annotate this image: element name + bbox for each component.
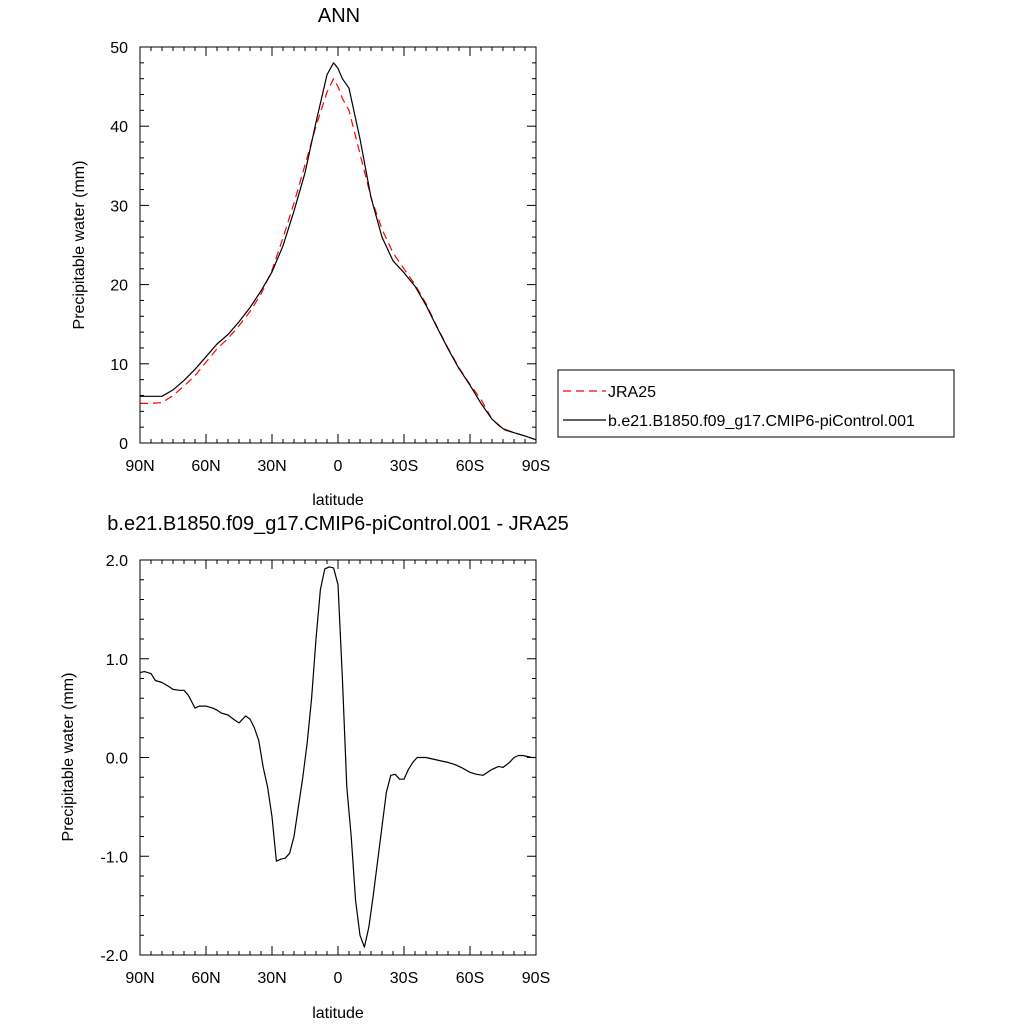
top-chart-y-tick-label: 20	[110, 278, 128, 295]
bottom-chart-x-tick-label: 0	[334, 970, 343, 987]
bottom-chart-y-axis-label: Precipitable water (mm)	[60, 673, 77, 842]
top-chart-y-tick-label: 0	[119, 436, 128, 453]
bottom-chart-x-tick-label: 30S	[390, 970, 418, 987]
top-chart-panel: ANN Precipitable water (mm) latitude 90N…	[71, 5, 550, 509]
bottom-chart-title: b.e21.B1850.f09_g17.CMIP6-piControl.001 …	[107, 513, 568, 535]
top-chart-x-tick-label: 60S	[456, 458, 484, 475]
top-chart-x-tick-label: 0	[334, 458, 343, 475]
legend-box	[557, 369, 955, 438]
top-chart-x-tick-label: 60N	[191, 458, 220, 475]
bottom-chart-plot-frame	[139, 559, 537, 956]
top-chart-series-line-0	[140, 78, 537, 441]
bottom-chart-y-tick-label: 1.0	[106, 652, 128, 669]
legend-model-label: b.e21.B1850.f09_g17.CMIP6-piControl.001	[608, 413, 915, 430]
top-chart-y-axis-label: Precipitable water (mm)	[71, 161, 88, 330]
bottom-chart-x-tick-label: 90S	[522, 970, 550, 987]
top-chart-y-tick-label: 50	[110, 40, 128, 57]
bottom-chart-series-line-0	[139, 566, 536, 948]
top-chart-x-tick-label: 30S	[390, 458, 418, 475]
bottom-chart-x-axis-label: latitude	[312, 1005, 364, 1022]
top-chart-x-tick-label: 90N	[125, 458, 154, 475]
top-chart-y-tick-label: 30	[110, 198, 128, 215]
top-chart-x-axis-label: latitude	[312, 492, 364, 509]
top-chart-x-tick-label: 30N	[257, 458, 286, 475]
bottom-chart-x-tick-label: 60S	[456, 970, 484, 987]
bottom-chart-x-tick-label: 60N	[191, 970, 220, 987]
top-chart-y-tick-label: 40	[110, 119, 128, 136]
bottom-chart-y-tick-label: 2.0	[106, 553, 128, 570]
bottom-chart-y-tick-label: -1.0	[100, 849, 128, 866]
bottom-chart-x-tick-label: 90N	[125, 970, 154, 987]
legend: JRA25 b.e21.B1850.f09_g17.CMIP6-piContro…	[557, 369, 955, 438]
top-chart-title: ANN	[318, 5, 360, 27]
legend-jra25-label: JRA25	[608, 384, 656, 401]
bottom-chart-x-tick-label: 30N	[257, 970, 286, 987]
top-chart-series-line-1	[140, 62, 537, 441]
top-chart-x-tick-label: 90S	[522, 458, 550, 475]
bottom-chart-panel: b.e21.B1850.f09_g17.CMIP6-piControl.001 …	[60, 513, 569, 1022]
top-chart-plot-frame	[139, 46, 537, 444]
bottom-chart-y-tick-label: -2.0	[100, 948, 128, 965]
bottom-chart-y-tick-label: 0.0	[106, 751, 128, 768]
top-chart-y-tick-label: 10	[110, 357, 128, 374]
